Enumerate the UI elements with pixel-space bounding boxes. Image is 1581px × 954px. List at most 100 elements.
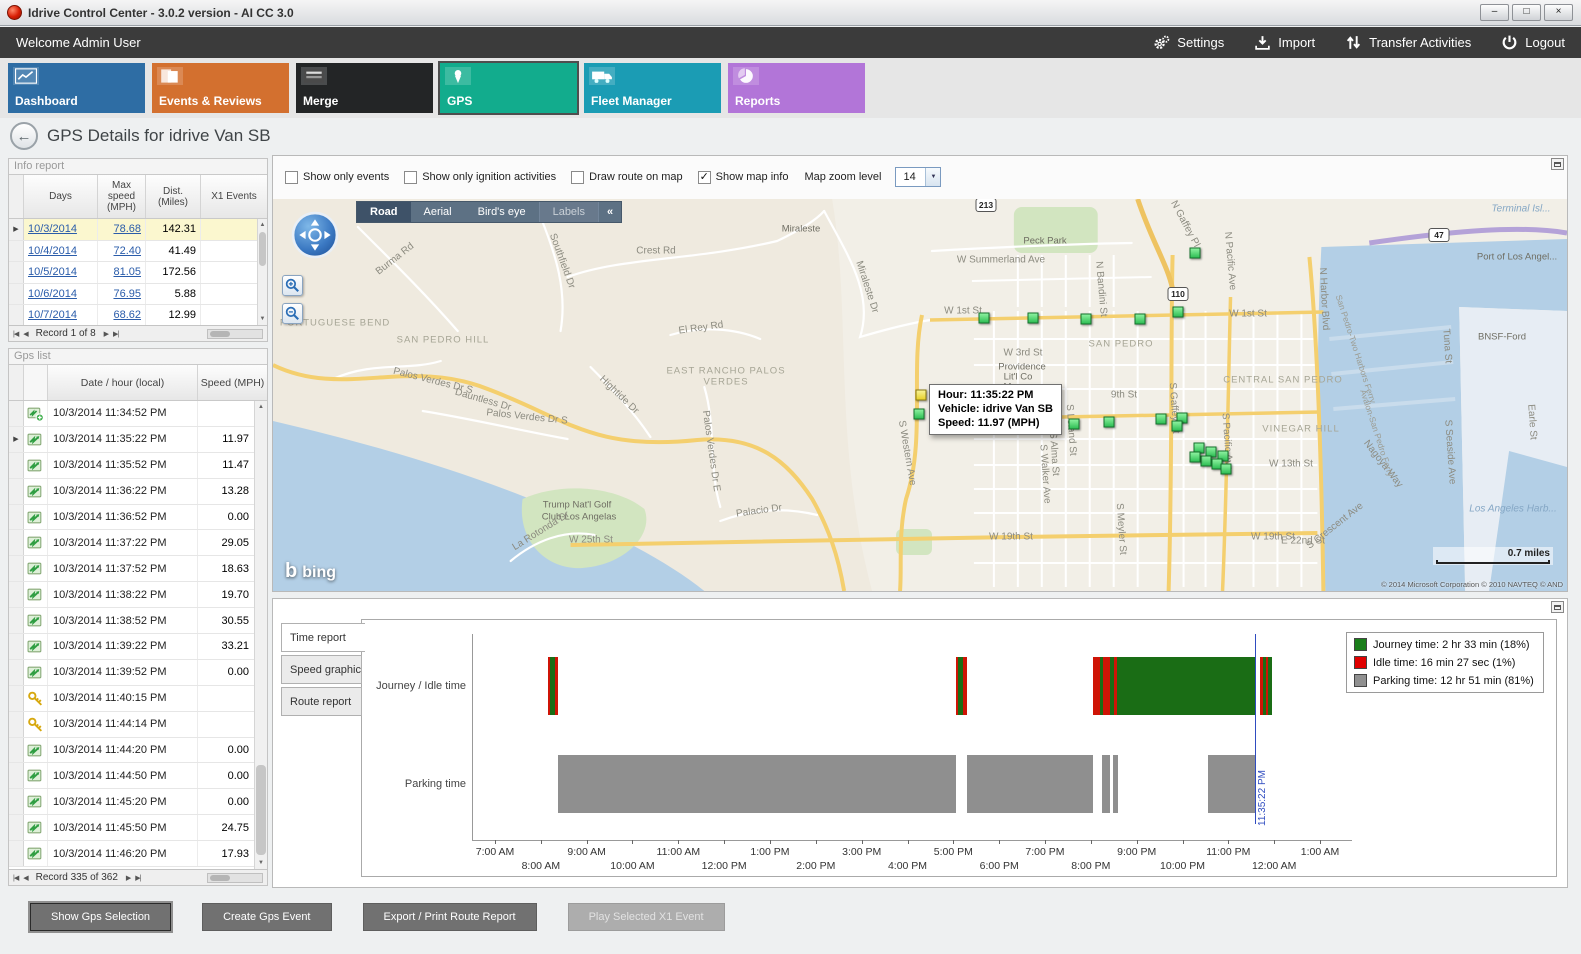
gps-list-row[interactable]: 10/3/2014 11:44:50 PM 0.00 <box>9 763 267 790</box>
collapse-map-panel-button[interactable] <box>1551 158 1564 170</box>
gps-marker[interactable] <box>1155 413 1167 425</box>
day-link[interactable]: 10/6/2014 <box>28 287 77 300</box>
nav-tile-merge[interactable]: Merge <box>296 63 433 113</box>
map-style-tab-labels[interactable]: Labels <box>538 202 598 222</box>
scroll-down-button[interactable]: ▼ <box>259 316 266 322</box>
gps-marker[interactable] <box>913 408 925 420</box>
previous-record-button[interactable]: ◀ <box>23 330 28 338</box>
gps-list-row[interactable]: 10/3/2014 11:44:14 PM <box>9 711 267 738</box>
table-row[interactable]: 10/4/2014 72.40 41.49 <box>9 240 267 262</box>
gps-list-row[interactable]: 10/3/2014 11:38:22 PM 19.70 <box>9 582 267 609</box>
map-style-tab-road[interactable]: Road <box>357 202 411 222</box>
scroll-thumb[interactable] <box>256 765 266 855</box>
horizontal-scrollbar[interactable] <box>207 872 263 883</box>
max-speed-link[interactable]: 76.95 <box>113 287 141 300</box>
nav-tile-gps[interactable]: GPS <box>438 61 579 115</box>
gps-marker[interactable] <box>1189 247 1201 259</box>
days-column-header[interactable]: Days <box>24 175 98 218</box>
last-record-button[interactable]: ▶| <box>113 330 119 338</box>
gps-marker[interactable] <box>1134 313 1146 325</box>
gps-list-row[interactable]: 10/3/2014 11:35:52 PM 11.47 <box>9 452 267 479</box>
gps-list-row[interactable]: 10/3/2014 11:34:52 PM <box>9 401 267 427</box>
minimize-button[interactable]: – <box>1480 4 1509 21</box>
day-link[interactable]: 10/3/2014 <box>28 223 77 236</box>
last-record-button[interactable]: ▶| <box>135 874 141 882</box>
gps-list-row[interactable]: 10/3/2014 11:45:20 PM 0.00 <box>9 789 267 816</box>
tab-time-report[interactable]: Time report <box>281 623 365 652</box>
gps-list-row[interactable]: 10/3/2014 11:40:15 PM <box>9 685 267 712</box>
max-speed-link[interactable]: 68.62 <box>113 309 141 322</box>
gps-list-row[interactable]: 10/3/2014 11:39:52 PM 0.00 <box>9 659 267 686</box>
scroll-down-button[interactable]: ▼ <box>258 860 264 866</box>
create-gps-event-button[interactable]: Create Gps Event <box>202 903 332 931</box>
gps-marker[interactable] <box>1103 416 1115 428</box>
scroll-thumb[interactable] <box>259 232 266 266</box>
horizontal-scrollbar[interactable] <box>207 328 263 339</box>
table-row[interactable]: ▶ 10/3/2014 78.68 142.31 <box>9 219 267 241</box>
speed-column-header[interactable]: Speed (MPH) <box>200 376 265 389</box>
gps-marker[interactable] <box>978 312 990 324</box>
gps-list-row[interactable]: 10/3/2014 11:44:20 PM 0.00 <box>9 737 267 764</box>
checkbox-draw-route-on-map[interactable]: Draw route on map <box>571 170 683 184</box>
back-button[interactable]: ← <box>10 122 38 150</box>
gps-marker[interactable] <box>1217 450 1229 462</box>
checkbox-show-only-ignition-activities[interactable]: Show only ignition activities <box>404 170 556 184</box>
tab-speed-graphic[interactable]: Speed graphic <box>281 655 362 684</box>
gps-list-row[interactable]: 10/3/2014 11:45:50 PM 24.75 <box>9 815 267 842</box>
zoom-out-button[interactable] <box>282 303 303 324</box>
show-gps-selection-button[interactable]: Show Gps Selection <box>27 901 174 933</box>
gps-marker[interactable] <box>1200 455 1212 467</box>
gps-list-row[interactable]: 10/3/2014 11:37:22 PM 29.05 <box>9 530 267 557</box>
next-record-button[interactable]: ▶ <box>125 874 131 882</box>
checkbox-show-only-events[interactable]: Show only events <box>285 170 389 184</box>
scroll-up-button[interactable]: ▲ <box>259 222 266 228</box>
first-record-button[interactable]: |◀ <box>13 330 19 338</box>
close-button[interactable]: × <box>1544 4 1573 21</box>
tab-route-report[interactable]: Route report <box>281 687 362 716</box>
gps-marker[interactable] <box>1171 420 1183 432</box>
max-speed-column-header[interactable]: Max speed (MPH) <box>98 175 146 218</box>
scroll-up-button[interactable]: ▲ <box>258 404 264 410</box>
map-tabs-collapse-button[interactable]: « <box>598 202 621 222</box>
first-record-button[interactable]: |◀ <box>13 874 19 882</box>
collapse-chart-panel-button[interactable] <box>1551 601 1564 613</box>
map-style-tab-birdseye[interactable]: Bird's eye <box>477 206 526 218</box>
day-link[interactable]: 10/4/2014 <box>28 244 77 257</box>
maximize-button[interactable]: □ <box>1512 4 1541 21</box>
map-style-tab-aerial[interactable]: Aerial <box>423 206 452 218</box>
map-zoom-select[interactable]: 14 ▼ <box>895 167 942 187</box>
dist-column-header[interactable]: Dist. (Miles) <box>146 175 201 218</box>
day-link[interactable]: 10/5/2014 <box>28 266 77 279</box>
gps-list-row[interactable]: 10/3/2014 11:37:52 PM 18.63 <box>9 556 267 583</box>
table-row[interactable]: 10/6/2014 76.95 5.88 <box>9 283 267 305</box>
gps-list-row[interactable]: 10/3/2014 11:36:22 PM 13.28 <box>9 478 267 505</box>
gps-list-row[interactable]: 10/3/2014 11:46:20 PM 17.93 <box>9 841 267 868</box>
settings-button[interactable]: Settings <box>1153 34 1224 51</box>
nav-tile-fleet[interactable]: Fleet Manager <box>584 63 721 113</box>
map-pan-control[interactable] <box>291 211 339 259</box>
max-speed-link[interactable]: 72.40 <box>113 244 141 257</box>
nav-tile-events[interactable]: Events & Reviews <box>152 63 289 113</box>
checkbox-show-map-info[interactable]: ✓ Show map info <box>697 170 788 184</box>
map-canvas[interactable]: 213 110 47 Miraleste Peck Park W Summerland … <box>273 199 1567 591</box>
nav-tile-reports[interactable]: Reports <box>728 63 865 113</box>
gps-list-row[interactable]: ▶ 10/3/2014 11:35:22 PM 11.97 <box>9 426 267 453</box>
transfer-button[interactable]: Transfer Activities <box>1345 34 1471 51</box>
date-column-header[interactable]: Date / hour (local) <box>48 365 198 400</box>
nav-tile-dashboard[interactable]: Dashboard <box>8 63 145 113</box>
max-speed-link[interactable]: 78.68 <box>113 223 141 236</box>
zoom-in-button[interactable] <box>282 275 303 296</box>
gps-list-row[interactable]: 10/3/2014 11:36:52 PM 0.00 <box>9 504 267 531</box>
gps-list-row[interactable]: 10/3/2014 11:39:22 PM 33.21 <box>9 634 267 660</box>
gps-marker[interactable] <box>1068 418 1080 430</box>
gps-marker[interactable] <box>1080 313 1092 325</box>
day-link[interactable]: 10/7/2014 <box>28 309 77 322</box>
gps-list-scrollbar[interactable]: ▲ ▼ <box>254 401 267 869</box>
gps-list-row[interactable]: 10/3/2014 11:38:52 PM 30.55 <box>9 608 267 635</box>
gps-marker[interactable] <box>1027 312 1039 324</box>
x1-events-column-header[interactable]: X1 Events <box>211 191 257 202</box>
gps-marker[interactable] <box>1172 306 1184 318</box>
next-record-button[interactable]: ▶ <box>103 330 109 338</box>
max-speed-link[interactable]: 81.05 <box>113 266 141 279</box>
export-print-route-report-button[interactable]: Export / Print Route Report <box>362 903 537 931</box>
